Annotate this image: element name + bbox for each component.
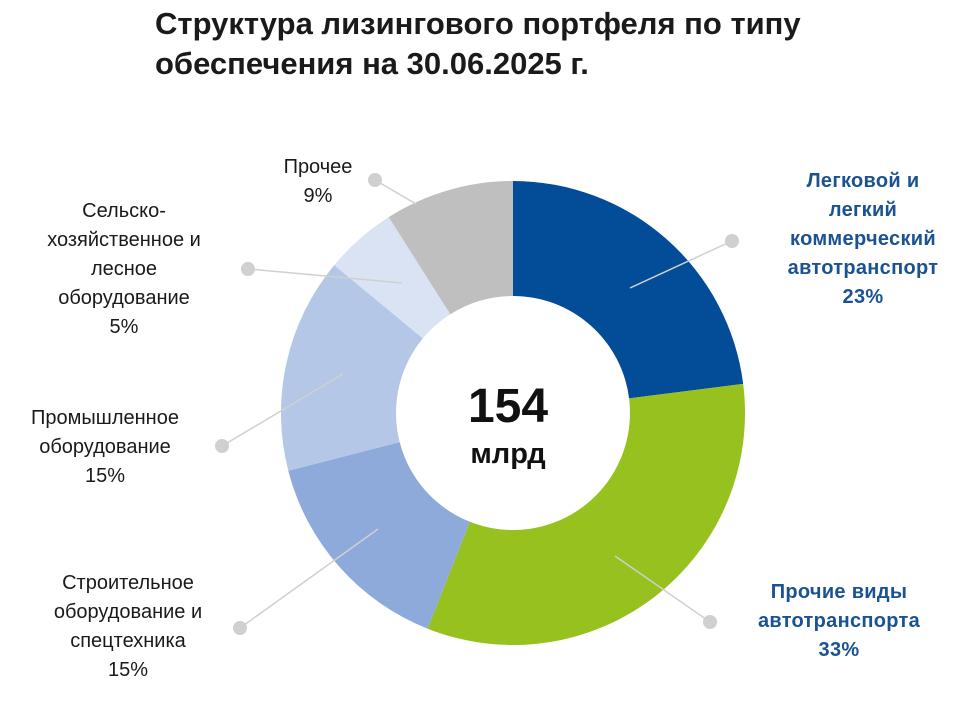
slice-other (388, 181, 513, 315)
leader-line-other-vehicles (614, 555, 711, 623)
leader-line-industrial-equipment (221, 373, 344, 447)
slice-label-other-vehicles: Прочие виды автотранспорта 33% (757, 581, 921, 661)
total-unit: млрд (470, 438, 546, 470)
leader-dot-other (368, 173, 382, 187)
slice-light-commercial-vehicles (513, 181, 744, 399)
leader-dot-light-commercial-vehicles (725, 234, 739, 248)
slice-label-other: Прочее 9% (283, 156, 353, 207)
slice-agricultural-equipment (334, 217, 451, 339)
leader-line-other (374, 179, 417, 205)
leader-line-construction-equipment (239, 528, 379, 629)
slice-label-light-commercial-vehicles: Легковой и легкий коммерческий автотранс… (787, 170, 939, 308)
leader-dot-agricultural-equipment (241, 262, 255, 276)
chart-title-line-2: обеспечения на 30.06.2025 г. (155, 46, 589, 81)
leader-dot-industrial-equipment (215, 439, 229, 453)
leader-dot-other-vehicles (703, 615, 717, 629)
slice-label-agricultural-equipment: Сельско- хозяйственное и лесное оборудов… (47, 200, 201, 338)
slice-industrial-equipment (281, 265, 423, 471)
leader-line-light-commercial-vehicles (629, 240, 733, 289)
chart-title: Структура лизингового портфеля по типу о… (155, 4, 935, 84)
slice-construction-equipment (288, 442, 470, 629)
slice-label-industrial-equipment: Промышленное оборудование 15% (31, 407, 179, 487)
chart-title-line-1: Структура лизингового портфеля по типу (155, 6, 801, 41)
leader-dot-construction-equipment (233, 621, 247, 635)
donut-center-total: 154 млрд (448, 380, 568, 474)
leader-line-agricultural-equipment (247, 268, 403, 284)
total-value: 154 (467, 380, 549, 433)
slice-label-construction-equipment: Строительное оборудование и спецтехника … (53, 572, 203, 681)
slice-other-vehicles (427, 383, 745, 645)
